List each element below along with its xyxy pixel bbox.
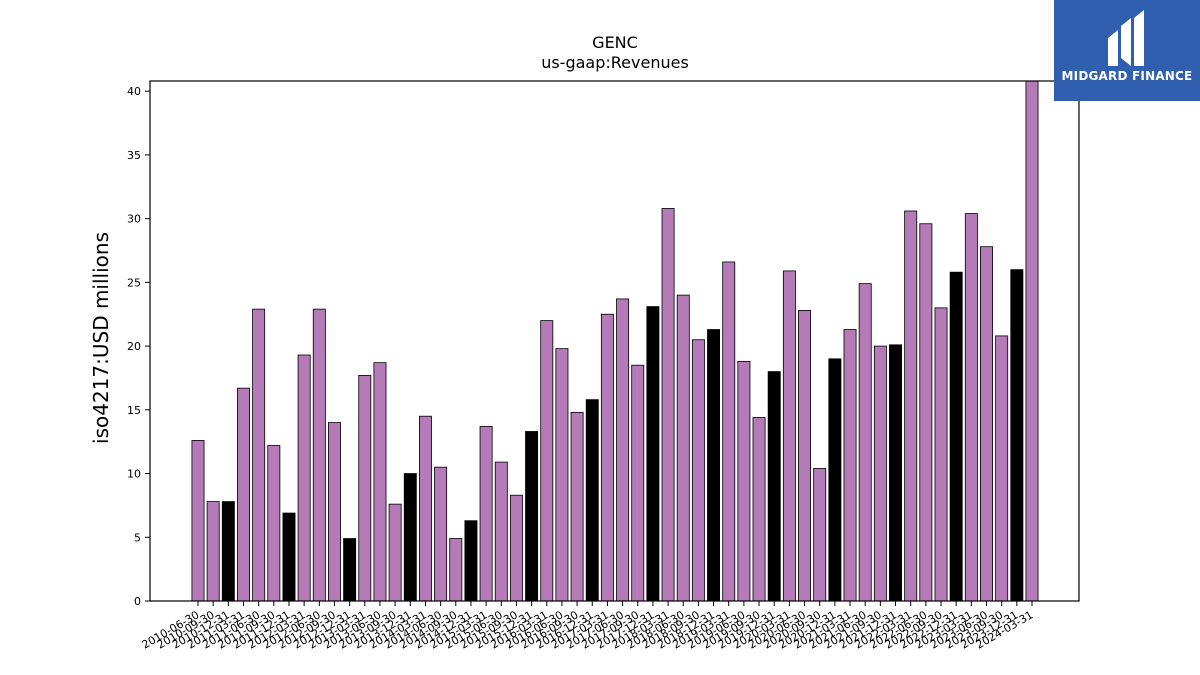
bar-2010-09-30 <box>206 501 220 602</box>
bar-2012-06-30 <box>312 308 326 602</box>
y-tick-label: 20 <box>127 340 141 353</box>
bar-2019-09-30 <box>752 417 766 602</box>
bar-2023-09-30 <box>995 335 1009 602</box>
bar-2021-03-31 <box>843 329 857 602</box>
bar-2023-12-31 <box>1010 269 1024 602</box>
bars-group <box>191 80 1039 602</box>
bar-2015-09-30 <box>509 494 523 602</box>
bar-2010-12-31 <box>221 501 235 602</box>
bar-2022-09-30 <box>934 307 948 602</box>
y-tick-label: 35 <box>127 149 141 162</box>
bar-2011-03-31 <box>237 387 250 602</box>
bar-2011-12-31 <box>282 512 296 602</box>
bar-2018-12-31 <box>707 329 721 602</box>
bar-2017-12-31 <box>646 306 660 602</box>
bar-2021-06-30 <box>858 283 872 602</box>
y-tick-label: 30 <box>127 213 141 226</box>
bar-2013-12-31 <box>403 473 417 602</box>
bar-2015-12-31 <box>525 431 539 602</box>
bar-2019-06-30 <box>737 360 751 602</box>
bar-2014-06-30 <box>434 466 448 602</box>
bar-2015-03-31 <box>479 425 493 602</box>
y-tick-label: 5 <box>134 531 141 544</box>
bar-2014-09-30 <box>449 538 463 602</box>
plot-frame <box>149 80 1080 602</box>
bar-2019-12-31 <box>767 371 781 602</box>
chart-subtitle: us-gaap:Revenues <box>541 53 689 72</box>
midgard-finance-logo-icon <box>1108 10 1144 66</box>
bar-2017-03-31 <box>600 313 614 602</box>
y-tick-label: 0 <box>134 595 141 608</box>
chart-title: GENC <box>592 33 638 52</box>
bar-2023-03-31 <box>964 213 978 602</box>
bar-2018-09-30 <box>691 339 705 602</box>
bar-2016-09-30 <box>570 411 584 602</box>
bar-2010-06-30 <box>191 440 205 602</box>
bar-2011-09-30 <box>267 445 281 602</box>
y-axis: 0 5 10 15 20 25 30 35 40 <box>127 85 150 608</box>
bar-2021-12-31 <box>889 344 902 602</box>
bar-2020-09-30 <box>813 468 827 602</box>
bar-2012-12-31 <box>343 538 357 602</box>
bar-2018-03-31 <box>661 208 675 602</box>
bar-2019-03-31 <box>722 261 736 602</box>
bar-2017-06-30 <box>616 298 630 602</box>
y-tick-label: 40 <box>127 85 141 98</box>
bar-2022-03-31 <box>904 210 918 602</box>
brand-name: MIDGARD FINANCE <box>1061 69 1193 83</box>
bar-2016-12-31 <box>585 399 599 602</box>
bar-2013-09-30 <box>388 503 402 602</box>
bar-2014-12-31 <box>464 520 478 602</box>
bar-2014-03-31 <box>418 415 432 602</box>
y-tick-label: 15 <box>127 404 141 417</box>
y-tick-label: 10 <box>127 468 141 481</box>
bar-2017-09-30 <box>631 364 645 602</box>
y-tick-label: 25 <box>127 276 141 289</box>
bar-2024-03-31 <box>1025 80 1039 602</box>
bar-2022-06-30 <box>919 223 933 602</box>
bar-2022-12-31 <box>949 271 963 602</box>
bar-2020-06-30 <box>798 310 812 602</box>
bar-2023-06-30 <box>980 246 993 602</box>
bar-2012-03-31 <box>297 354 311 602</box>
bar-2013-06-30 <box>373 362 387 602</box>
bar-2012-09-30 <box>328 422 341 602</box>
x-axis: 2010-06-302010-09-302010-12-312011-03-31… <box>140 601 1036 652</box>
bar-2016-03-31 <box>540 320 554 602</box>
bar-2020-03-31 <box>782 270 796 602</box>
bar-2018-06-30 <box>676 294 690 602</box>
brand-logo[interactable]: MIDGARD FINANCE <box>1054 0 1200 101</box>
bar-2020-12-31 <box>828 358 842 602</box>
bar-2016-06-30 <box>555 348 569 602</box>
bar-2011-06-30 <box>252 308 266 602</box>
bar-2013-03-31 <box>358 375 372 602</box>
bar-2021-09-30 <box>873 345 887 602</box>
bar-2015-06-30 <box>494 461 508 602</box>
